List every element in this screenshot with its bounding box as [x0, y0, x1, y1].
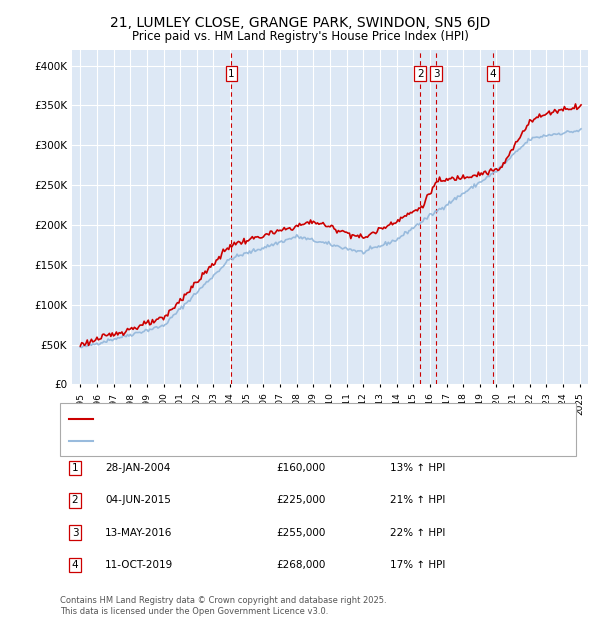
Text: HPI: Average price, semi-detached house, Swindon: HPI: Average price, semi-detached house,… [99, 436, 353, 446]
Text: 04-JUN-2015: 04-JUN-2015 [105, 495, 171, 505]
Text: 1: 1 [71, 463, 79, 473]
Text: 3: 3 [433, 69, 439, 79]
Text: 3: 3 [71, 528, 79, 538]
Text: £225,000: £225,000 [276, 495, 325, 505]
Text: 21, LUMLEY CLOSE, GRANGE PARK, SWINDON, SN5 6JD (semi-detached house): 21, LUMLEY CLOSE, GRANGE PARK, SWINDON, … [99, 414, 491, 424]
Text: £268,000: £268,000 [276, 560, 325, 570]
Text: 2: 2 [417, 69, 424, 79]
Text: 4: 4 [490, 69, 496, 79]
Text: 11-OCT-2019: 11-OCT-2019 [105, 560, 173, 570]
Text: 17% ↑ HPI: 17% ↑ HPI [390, 560, 445, 570]
Text: 28-JAN-2004: 28-JAN-2004 [105, 463, 170, 473]
Text: 1: 1 [228, 69, 235, 79]
Text: 22% ↑ HPI: 22% ↑ HPI [390, 528, 445, 538]
Text: £160,000: £160,000 [276, 463, 325, 473]
Text: 4: 4 [71, 560, 79, 570]
Text: 2: 2 [71, 495, 79, 505]
Text: 13% ↑ HPI: 13% ↑ HPI [390, 463, 445, 473]
Text: Contains HM Land Registry data © Crown copyright and database right 2025.
This d: Contains HM Land Registry data © Crown c… [60, 596, 386, 616]
Text: 21, LUMLEY CLOSE, GRANGE PARK, SWINDON, SN5 6JD: 21, LUMLEY CLOSE, GRANGE PARK, SWINDON, … [110, 16, 490, 30]
Text: £255,000: £255,000 [276, 528, 325, 538]
Text: 21% ↑ HPI: 21% ↑ HPI [390, 495, 445, 505]
Text: Price paid vs. HM Land Registry's House Price Index (HPI): Price paid vs. HM Land Registry's House … [131, 30, 469, 43]
Text: 13-MAY-2016: 13-MAY-2016 [105, 528, 172, 538]
